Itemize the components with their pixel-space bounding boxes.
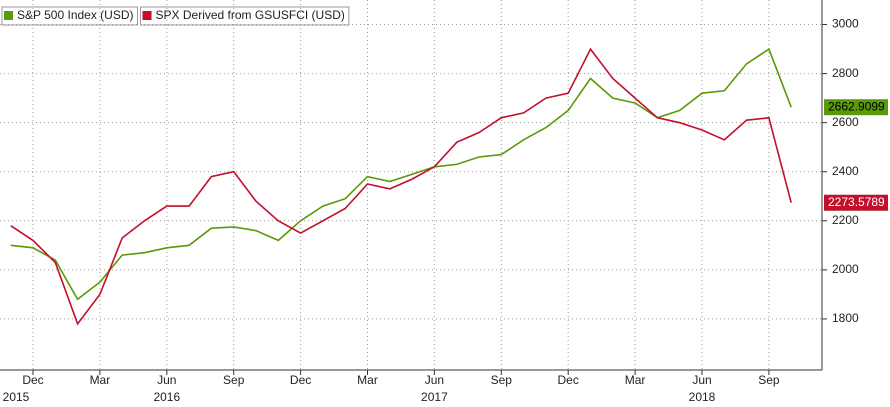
x-tick-label: Mar — [357, 373, 378, 387]
x-tick-label: Sep — [491, 373, 513, 387]
legend-item: S&P 500 Index (USD) — [1, 6, 139, 26]
legend-label: SPX Derived from GSUSFCI (USD) — [156, 8, 345, 22]
y-tick-label: 2400 — [832, 164, 859, 178]
series-line — [10, 47, 792, 326]
last-value-label: 2273.5789 — [828, 195, 885, 209]
x-tick-label: Jun — [425, 373, 444, 387]
year-label: 2015 — [3, 390, 30, 404]
legend-box — [1, 6, 139, 26]
last-value-label: 2662.9099 — [828, 99, 885, 113]
series-line — [10, 47, 792, 301]
last-value-tag — [824, 99, 888, 116]
last-value-tag — [824, 194, 888, 211]
x-tick-label: Dec — [558, 373, 579, 387]
year-label: 2017 — [421, 390, 448, 404]
y-tick-label: 2600 — [832, 115, 859, 129]
x-tick-label: Jun — [157, 373, 176, 387]
y-tick-label: 3000 — [832, 17, 859, 31]
y-tick-label: 1800 — [832, 311, 859, 325]
x-tick-label: Mar — [625, 373, 646, 387]
legend-box — [140, 6, 350, 26]
year-label: 2016 — [153, 390, 180, 404]
y-tick-label: 2200 — [832, 213, 859, 227]
x-tick-label: Sep — [758, 373, 780, 387]
x-tick-label: Mar — [90, 373, 111, 387]
y-tick-label: 2000 — [832, 262, 859, 276]
x-tick-label: Dec — [22, 373, 43, 387]
legend-label: S&P 500 Index (USD) — [17, 8, 134, 22]
y-tick-label: 2800 — [832, 66, 859, 80]
year-label: 2018 — [689, 390, 716, 404]
legend-item: SPX Derived from GSUSFCI (USD) — [140, 6, 350, 26]
legend-swatch — [142, 11, 152, 20]
x-tick-label: Dec — [290, 373, 311, 387]
x-tick-label: Sep — [223, 373, 245, 387]
x-tick-label: Jun — [692, 373, 711, 387]
legend-swatch — [4, 11, 13, 20]
